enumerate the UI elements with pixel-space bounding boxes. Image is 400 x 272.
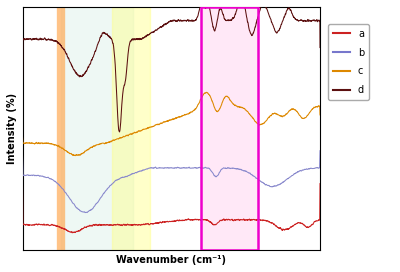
Y-axis label: Intensity (%): Intensity (%) bbox=[7, 93, 17, 164]
Legend: a, b, c, d: a, b, c, d bbox=[328, 24, 369, 100]
Bar bbox=[61, 7, 132, 249]
X-axis label: Wavenumber (cm⁻¹): Wavenumber (cm⁻¹) bbox=[116, 255, 226, 265]
Bar bbox=[22, 7, 61, 249]
Bar bbox=[201, 7, 258, 249]
Bar bbox=[201, 7, 258, 249]
Bar bbox=[112, 7, 150, 249]
